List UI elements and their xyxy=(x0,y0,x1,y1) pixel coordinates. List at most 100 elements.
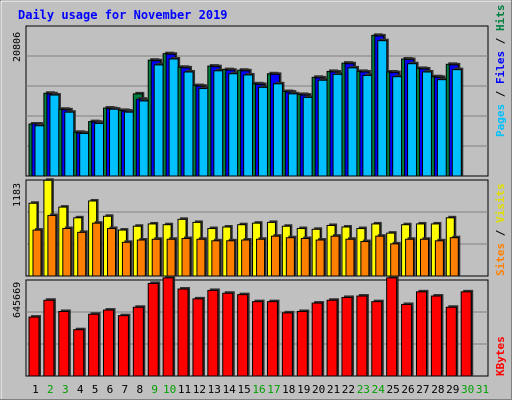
day-label: 5 xyxy=(92,383,99,396)
day-label: 21 xyxy=(327,383,340,396)
day-label: 7 xyxy=(122,383,129,396)
day-label: 11 xyxy=(178,383,191,396)
day-label: 14 xyxy=(223,383,237,396)
bar-pages-day-2 xyxy=(49,94,60,177)
bar-kbytes-day-16 xyxy=(252,301,264,377)
bar-pages-day-19 xyxy=(302,96,313,177)
panel-legend: Pages / Files / Hits xyxy=(494,5,507,138)
bar-sites-day-11 xyxy=(181,237,191,277)
legend-visits: Visits xyxy=(494,183,507,223)
day-label: 18 xyxy=(282,383,295,396)
day-label: 4 xyxy=(77,383,84,396)
bar-kbytes-day-26 xyxy=(401,303,413,377)
day-label: 6 xyxy=(107,383,114,396)
bar-sites-day-19 xyxy=(300,237,310,277)
bar-sites-day-20 xyxy=(315,239,325,277)
bar-kbytes-day-23 xyxy=(356,295,368,377)
kbytes-panel: 645669 KBytes xyxy=(12,275,507,377)
day-label: 13 xyxy=(208,383,221,396)
legend-sites: Sites xyxy=(494,243,507,276)
panel-bars xyxy=(28,275,474,377)
bar-sites-day-25 xyxy=(390,243,400,277)
bar-kbytes-day-8 xyxy=(132,306,144,377)
bar-pages-day-1 xyxy=(34,125,45,177)
bar-kbytes-day-17 xyxy=(266,301,278,377)
panel-legend: KBytes xyxy=(494,336,507,376)
bar-sites-day-28 xyxy=(434,240,444,277)
bar-sites-day-12 xyxy=(196,238,206,277)
legend-pages: Pages xyxy=(494,104,507,137)
day-label: 10 xyxy=(163,383,176,396)
bar-pages-day-26 xyxy=(407,63,418,177)
bar-kbytes-day-7 xyxy=(117,315,129,377)
bar-sites-day-22 xyxy=(345,238,355,277)
bar-pages-day-16 xyxy=(258,86,269,177)
bar-sites-day-7 xyxy=(121,241,131,277)
day-label: 16 xyxy=(252,383,265,396)
bar-sites-day-1 xyxy=(32,229,42,277)
bar-pages-day-10 xyxy=(168,58,179,177)
day-label: 20 xyxy=(312,383,325,396)
bar-kbytes-day-18 xyxy=(281,312,293,377)
legend-hits: Hits xyxy=(494,5,507,32)
bar-pages-day-5 xyxy=(94,122,105,177)
day-label: 19 xyxy=(297,383,310,396)
bar-sites-day-21 xyxy=(330,235,340,277)
day-label: 12 xyxy=(193,383,206,396)
bar-pages-day-7 xyxy=(123,111,134,177)
bar-sites-day-9 xyxy=(151,238,161,277)
bar-pages-day-6 xyxy=(109,108,120,177)
panel-legend: Sites / Visits xyxy=(494,183,507,276)
bar-sites-day-6 xyxy=(107,228,117,277)
bar-kbytes-day-5 xyxy=(88,313,100,377)
svg-text:Pages / Files / Hits: Pages / Files / Hits xyxy=(494,5,507,138)
bar-sites-day-16 xyxy=(256,238,266,277)
visits-sites-panel: 1183 Sites / Visits xyxy=(12,178,507,277)
day-label: 31 xyxy=(476,383,489,396)
bar-sites-day-26 xyxy=(405,238,415,277)
bar-sites-day-17 xyxy=(270,235,280,277)
panel-max-label: 20806 xyxy=(12,32,23,62)
bar-pages-day-18 xyxy=(287,93,298,177)
bar-kbytes-day-27 xyxy=(415,291,427,377)
svg-text:KBytes: KBytes xyxy=(494,336,507,376)
bar-kbytes-day-30 xyxy=(460,291,472,377)
day-label: 15 xyxy=(237,383,250,396)
bar-pages-day-17 xyxy=(272,83,283,177)
bar-kbytes-day-12 xyxy=(192,298,204,377)
bar-kbytes-day-4 xyxy=(73,329,85,377)
bar-sites-day-10 xyxy=(166,238,176,277)
day-label: 23 xyxy=(357,383,370,396)
day-label: 2 xyxy=(47,383,54,396)
bar-kbytes-day-11 xyxy=(177,288,189,377)
bar-kbytes-day-25 xyxy=(386,277,398,377)
bar-kbytes-day-21 xyxy=(326,299,338,377)
bar-sites-day-24 xyxy=(375,235,385,277)
bar-sites-day-14 xyxy=(226,240,236,277)
bar-pages-day-4 xyxy=(79,132,90,177)
bar-pages-day-23 xyxy=(362,75,373,177)
bar-pages-day-21 xyxy=(332,73,343,177)
bar-kbytes-day-28 xyxy=(430,295,442,377)
bar-kbytes-day-9 xyxy=(147,282,159,377)
bar-kbytes-day-19 xyxy=(296,310,308,377)
panel-max-label: 645669 xyxy=(12,282,23,318)
day-label: 17 xyxy=(267,383,280,396)
bar-pages-day-12 xyxy=(198,88,209,177)
day-label: 29 xyxy=(446,383,459,396)
day-label: 25 xyxy=(387,383,400,396)
bar-pages-day-20 xyxy=(317,79,328,177)
bar-sites-day-27 xyxy=(419,238,429,277)
bar-sites-day-13 xyxy=(211,240,221,277)
day-label: 30 xyxy=(461,383,474,396)
bar-kbytes-day-13 xyxy=(207,289,219,377)
bar-kbytes-day-29 xyxy=(445,306,457,377)
bar-pages-day-15 xyxy=(243,74,254,177)
bar-pages-day-9 xyxy=(153,64,164,177)
bar-pages-day-13 xyxy=(213,70,224,177)
panel-max-label: 1183 xyxy=(12,183,23,207)
bar-kbytes-day-22 xyxy=(341,296,353,377)
legend-sep: / xyxy=(494,223,507,243)
bar-kbytes-day-3 xyxy=(58,310,70,377)
